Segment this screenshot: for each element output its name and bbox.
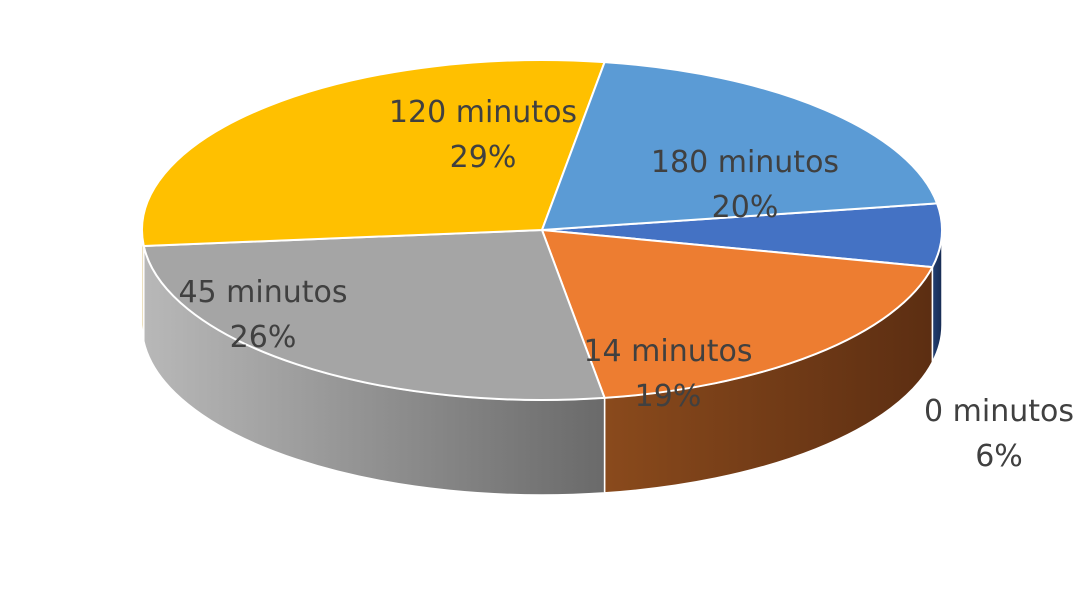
slice-14-minutos [541, 229, 934, 399]
label-name-45-minutos: 45 minutos [178, 275, 347, 310]
pie-slices [141, 59, 943, 401]
label-percent-0-minutos: 6% [975, 439, 1023, 474]
slice-45-minutos [142, 229, 606, 401]
label-name-14-minutos: 14 minutos [583, 334, 752, 369]
label-name-0-minutos: 0 minutos [924, 394, 1074, 429]
slice-0-minutos [541, 202, 943, 269]
label-percent-14-minutos: 19% [635, 379, 702, 414]
label-percent-45-minutos: 26% [230, 320, 297, 355]
data-labels: 0 minutos 6% 14 minutos 19% 45 minutos 2… [178, 95, 1074, 474]
slice-120-minutos [141, 59, 606, 247]
slice-180-minutos [541, 61, 939, 231]
label-percent-120-minutos: 29% [450, 140, 517, 175]
label-name-120-minutos: 120 minutos [389, 95, 577, 130]
label-name-180-minutos: 180 minutos [651, 145, 839, 180]
label-percent-180-minutos: 20% [712, 190, 779, 225]
